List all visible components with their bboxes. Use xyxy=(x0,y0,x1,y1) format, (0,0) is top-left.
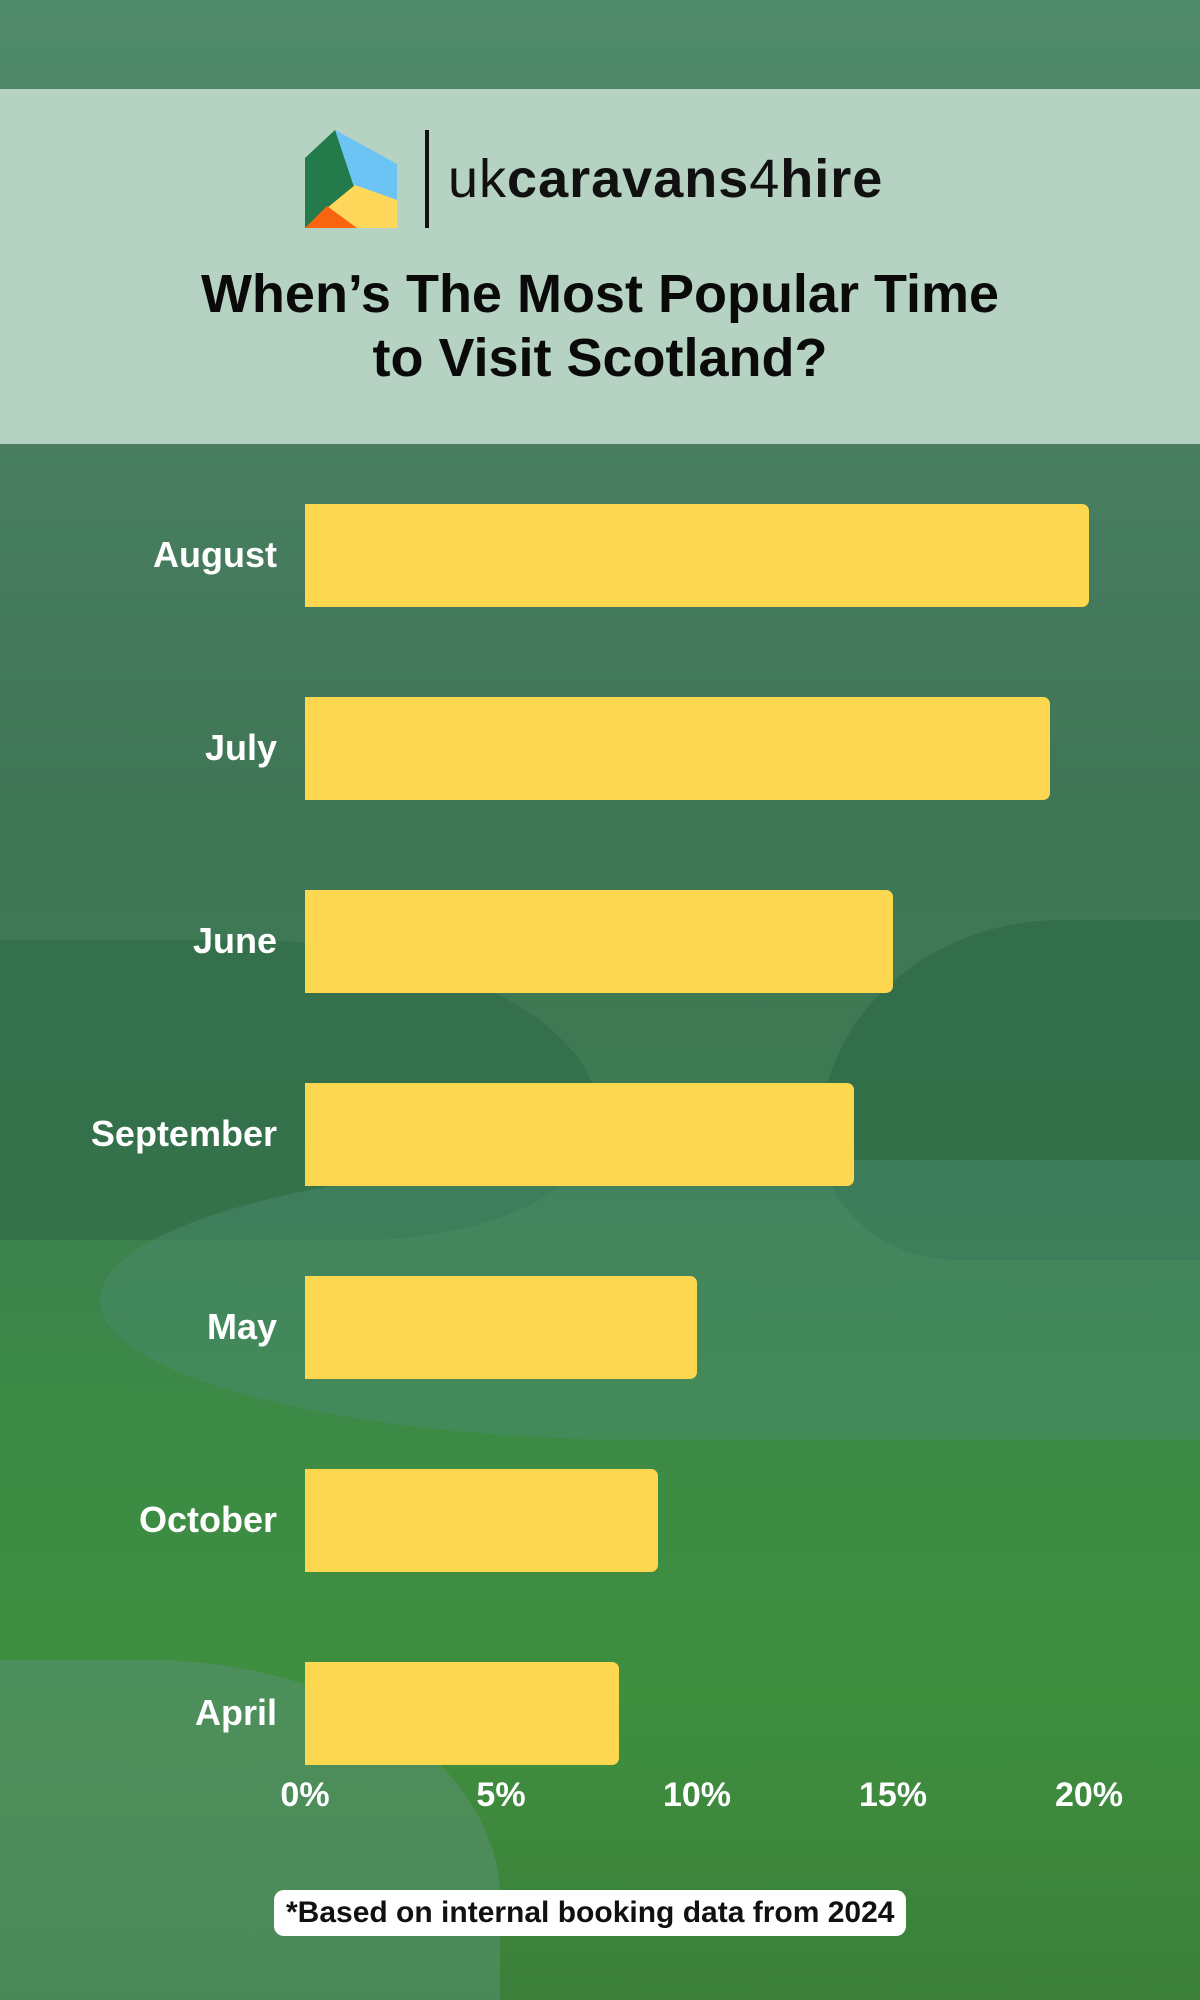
brand-part-caravans: caravans xyxy=(507,149,750,209)
category-label: September xyxy=(90,1113,277,1154)
category-label: July xyxy=(204,727,277,768)
header-band xyxy=(0,89,1200,444)
category-label: May xyxy=(206,1306,277,1347)
x-tick-label: 0% xyxy=(280,1776,330,1814)
x-tick-label: 5% xyxy=(476,1776,526,1814)
bar-may xyxy=(305,1276,697,1379)
bar-october xyxy=(305,1469,658,1572)
category-label: October xyxy=(138,1499,277,1540)
category-label: August xyxy=(153,534,277,575)
bar-july xyxy=(305,697,1050,800)
title-line-2: to Visit Scotland? xyxy=(372,328,828,388)
x-tick-label: 10% xyxy=(662,1776,732,1814)
footnote: *Based on internal booking data from 202… xyxy=(274,1890,907,1936)
brand-part-4: 4 xyxy=(749,149,781,209)
brand-logo-text: ukcaravans4hire xyxy=(448,148,883,210)
brand-part-uk: uk xyxy=(448,149,508,209)
bar-april xyxy=(305,1662,619,1765)
title-line-1: When’s The Most Popular Time xyxy=(200,264,1000,324)
x-tick-label: 20% xyxy=(1054,1776,1124,1814)
bar-june xyxy=(305,890,893,993)
logo-house-icon xyxy=(305,130,397,228)
category-label: June xyxy=(192,920,277,961)
x-tick-label: 15% xyxy=(858,1776,928,1814)
page-title: When’s The Most Popular Time to Visit Sc… xyxy=(0,262,1200,390)
bar-august xyxy=(305,504,1089,607)
bar-september xyxy=(305,1083,854,1186)
logo-divider xyxy=(425,130,429,228)
category-label: April xyxy=(194,1692,277,1733)
brand-part-hire: hire xyxy=(780,149,884,209)
